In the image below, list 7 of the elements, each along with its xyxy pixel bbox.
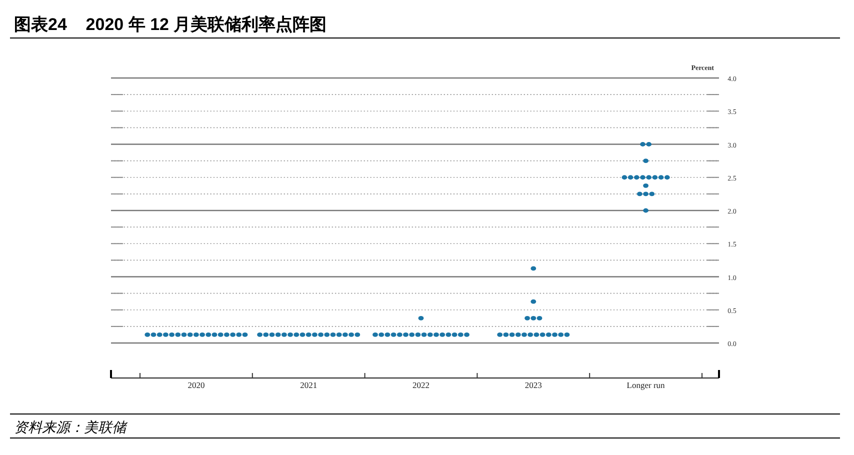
x-tick-label: 2021 [300, 380, 318, 390]
x-tick-label: Longer run [626, 380, 666, 390]
x-tick-label: 2020 [188, 380, 205, 390]
text: 资料来源：美联储 [14, 419, 128, 435]
x-tick-label: 2022 [412, 380, 430, 390]
chart-title: 图表24 2020 年 12 月美联储利率点阵图 [14, 15, 327, 34]
x-tick-label: 2023 [524, 380, 542, 390]
